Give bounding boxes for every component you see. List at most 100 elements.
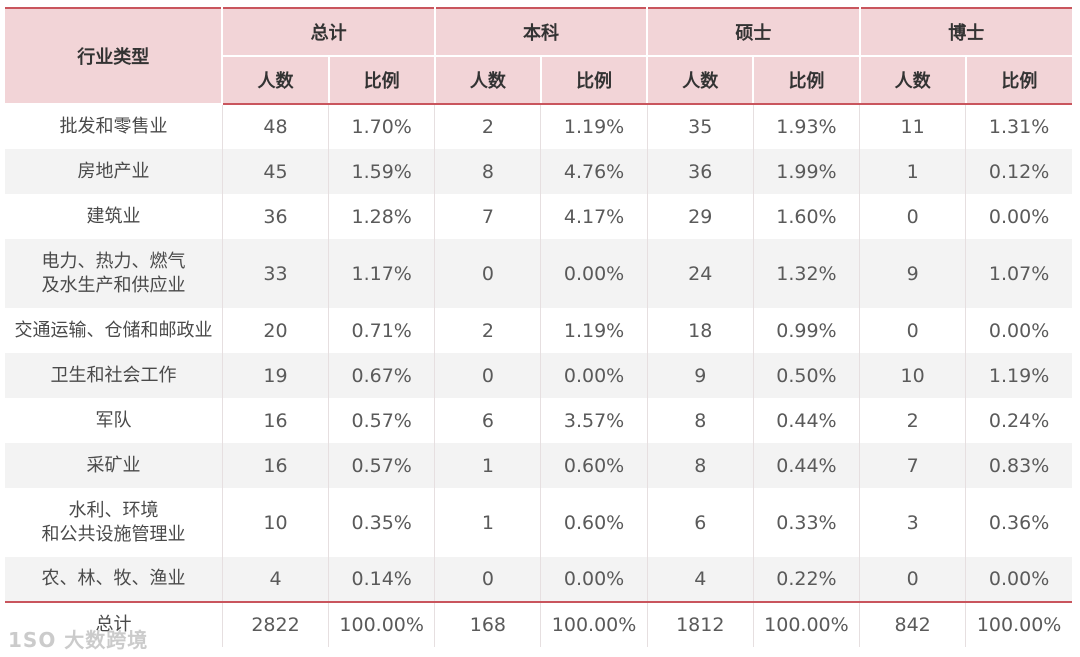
table-row: 房地产业 45 1.59% 8 4.76% 36 1.99% 1 0.12% — [5, 149, 1072, 194]
doctor-ratio-cell: 0.00% — [965, 308, 1072, 353]
total-count-cell: 10 — [222, 488, 330, 557]
industry-name-line: 交通运输、仓储和邮政业 — [14, 319, 213, 341]
bachelor-ratio-cell: 1.19% — [540, 308, 648, 353]
master-ratio-cell: 0.33% — [753, 488, 861, 557]
table-row: 农、林、牧、渔业 4 0.14% 0 0.00% 4 0.22% 0 0.00% — [5, 557, 1072, 602]
total-ratio-cell: 0.14% — [328, 557, 436, 602]
group-header-bachelor: 本科 — [434, 7, 649, 57]
industry-name-cell: 采矿业 — [5, 443, 223, 488]
master-ratio-cell: 100.00% — [753, 601, 861, 647]
master-count-cell: 9 — [647, 353, 754, 398]
doctor-count-cell: 3 — [859, 488, 967, 557]
doctor-count-cell: 0 — [859, 557, 967, 602]
industry-name-cell: 军队 — [5, 398, 223, 443]
industry-name-line: 军队 — [95, 409, 132, 431]
table-row: 交通运输、仓储和邮政业 20 0.71% 2 1.19% 18 0.99% 0 0.00% — [5, 308, 1072, 353]
doctor-ratio-cell: 0.83% — [965, 443, 1072, 488]
total-count-cell: 20 — [222, 308, 330, 353]
table-row: 电力、热力、燃气 及水生产和供应业 33 1.17% 0 0.00% 24 1.32% 9 1.0… — [5, 239, 1072, 308]
bachelor-ratio-cell: 1.19% — [540, 104, 648, 149]
master-ratio-cell: 1.93% — [753, 104, 861, 149]
master-count-cell: 36 — [647, 149, 754, 194]
bachelor-count-cell: 2 — [434, 308, 542, 353]
master-count-cell: 6 — [647, 488, 754, 557]
bachelor-ratio-cell: 0.00% — [540, 353, 648, 398]
total-count-cell: 4 — [222, 557, 330, 602]
master-ratio-cell: 1.32% — [753, 239, 861, 308]
bachelor-count-cell: 6 — [434, 398, 542, 443]
table-row: 采矿业 16 0.57% 1 0.60% 8 0.44% 7 0.83% — [5, 443, 1072, 488]
industry-name-line: 建筑业 — [86, 205, 141, 227]
industry-name-cell: 水利、环境 和公共设施管理业 — [5, 488, 223, 557]
master-ratio-cell: 0.44% — [753, 443, 861, 488]
industry-name-line: 农、林、牧、渔业 — [41, 568, 186, 589]
industry-name-cell: 批发和零售业 — [5, 104, 223, 149]
master-count-cell: 35 — [647, 104, 754, 149]
doctor-count-cell: 9 — [859, 239, 967, 308]
watermark-logo: 1SO 大数跨境 — [8, 628, 149, 652]
total-ratio-cell: 100.00% — [328, 601, 436, 647]
bachelor-ratio-cell: 0.60% — [540, 443, 648, 488]
doctor-ratio-cell: 0.00% — [965, 557, 1072, 602]
total-ratio-cell: 1.28% — [328, 194, 436, 239]
subheader-count: 人数 — [434, 56, 542, 105]
industry-name-line: 电力、热力、燃气 — [41, 250, 186, 272]
bachelor-ratio-cell: 3.57% — [540, 398, 648, 443]
industry-name-line: 和公共设施管理业 — [41, 523, 186, 545]
total-ratio-cell: 1.70% — [328, 104, 436, 149]
industry-name-line: 卫生和社会工作 — [50, 364, 177, 386]
total-row: 总计 2822 100.00% 168 100.00% 1812 100.00% 842 100… — [5, 601, 1072, 647]
bachelor-ratio-cell: 0.00% — [540, 239, 648, 308]
industry-name-line: 房地产业 — [77, 160, 150, 182]
master-count-cell: 29 — [647, 194, 754, 239]
subheader-ratio: 比例 — [540, 56, 649, 105]
doctor-count-cell: 11 — [859, 104, 967, 149]
bachelor-count-cell: 1 — [434, 488, 542, 557]
subheader-count: 人数 — [647, 56, 755, 105]
total-ratio-cell: 0.35% — [328, 488, 436, 557]
total-count-cell: 36 — [222, 194, 330, 239]
total-ratio-cell: 0.57% — [328, 443, 436, 488]
total-ratio-cell: 0.57% — [328, 398, 436, 443]
total-count-cell: 45 — [222, 149, 330, 194]
bachelor-count-cell: 2 — [434, 104, 542, 149]
industry-name-cell: 交通运输、仓储和邮政业 — [5, 308, 223, 353]
total-count-cell: 16 — [222, 443, 330, 488]
doctor-ratio-cell: 1.07% — [965, 239, 1072, 308]
doctor-ratio-cell: 0.36% — [965, 488, 1072, 557]
industry-name-line: 总计 — [95, 614, 132, 635]
industry-type-header: 行业类型 — [5, 7, 224, 105]
bachelor-count-cell: 0 — [434, 557, 542, 602]
table-body: 批发和零售业 48 1.70% 2 1.19% 35 1.93% 11 1.31% 房地产业 45 1… — [5, 104, 1072, 647]
doctor-ratio-cell: 100.00% — [965, 601, 1072, 647]
doctor-count-cell: 842 — [859, 601, 967, 647]
table-row: 军队 16 0.57% 6 3.57% 8 0.44% 2 0.24% — [5, 398, 1072, 443]
bachelor-count-cell: 0 — [434, 353, 542, 398]
table-row: 批发和零售业 48 1.70% 2 1.19% 35 1.93% 11 1.31% — [5, 104, 1072, 149]
table-row: 水利、环境 和公共设施管理业 10 0.35% 1 0.60% 6 0.33% 3 0.36% — [5, 488, 1072, 557]
industry-name-cell: 卫生和社会工作 — [5, 353, 223, 398]
master-count-cell: 8 — [647, 398, 754, 443]
group-header-total: 总计 — [222, 7, 436, 57]
master-count-cell: 24 — [647, 239, 754, 308]
bachelor-ratio-cell: 0.60% — [540, 488, 648, 557]
group-header-master: 硕士 — [647, 7, 861, 57]
total-count-cell: 2822 — [222, 601, 330, 647]
doctor-count-cell: 1 — [859, 149, 967, 194]
bachelor-ratio-cell: 4.17% — [540, 194, 648, 239]
total-count-cell: 48 — [222, 104, 330, 149]
subheader-ratio: 比例 — [965, 56, 1072, 105]
master-count-cell: 4 — [647, 557, 754, 602]
industry-name-cell: 农、林、牧、渔业 — [5, 557, 223, 602]
subheader-ratio: 比例 — [753, 56, 861, 105]
table-header: 行业类型 总计 本科 硕士 博士 人数 比例 人数 比例 人数 比例 人数 比例 — [5, 7, 1072, 105]
total-ratio-cell: 0.71% — [328, 308, 436, 353]
industry-name-line: 批发和零售业 — [59, 116, 168, 137]
industry-name-line: 及水生产和供应业 — [41, 274, 186, 296]
doctor-ratio-cell: 1.19% — [965, 353, 1072, 398]
master-ratio-cell: 1.60% — [753, 194, 861, 239]
master-count-cell: 18 — [647, 308, 754, 353]
master-ratio-cell: 0.22% — [753, 557, 861, 602]
doctor-count-cell: 7 — [859, 443, 967, 488]
bachelor-count-cell: 1 — [434, 443, 542, 488]
